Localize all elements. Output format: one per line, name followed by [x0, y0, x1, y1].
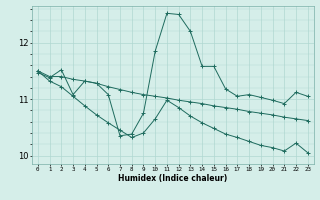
X-axis label: Humidex (Indice chaleur): Humidex (Indice chaleur)	[118, 174, 228, 183]
